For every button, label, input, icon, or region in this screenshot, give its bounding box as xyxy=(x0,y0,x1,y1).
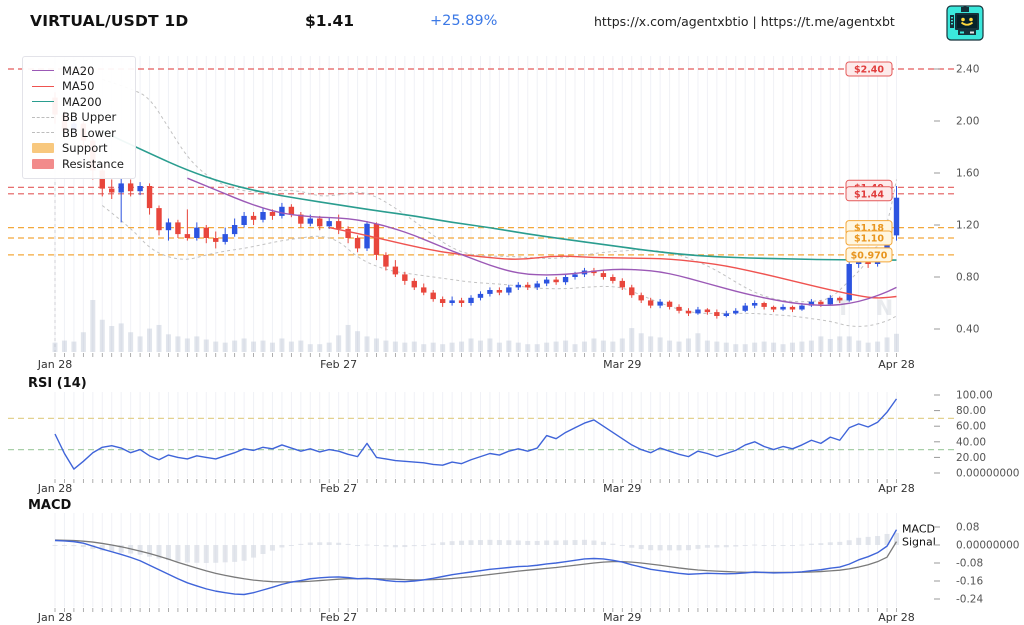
rsi-panel-title: RSI (14) xyxy=(28,376,87,391)
svg-text:Jan 28: Jan 28 xyxy=(37,611,72,624)
ma200-line-swatch xyxy=(32,101,54,103)
legend-item-ma50: MA50 xyxy=(32,79,124,95)
svg-text:Mar 29: Mar 29 xyxy=(603,611,641,624)
legend-item-ma200: MA200 xyxy=(32,94,124,110)
ma20-line-swatch xyxy=(32,70,54,72)
svg-text:Feb 27: Feb 27 xyxy=(320,482,357,495)
svg-text:Feb 27: Feb 27 xyxy=(320,611,357,624)
svg-text:-0.16: -0.16 xyxy=(956,576,983,588)
svg-text:0.00000000: 0.00000000 xyxy=(956,468,1019,480)
svg-text:Jan 28: Jan 28 xyxy=(37,482,72,495)
agent-robot-icon xyxy=(946,5,984,41)
symbol-title: VIRTUAL/USDT 1D xyxy=(30,12,189,30)
legend-label: BB Lower xyxy=(62,125,116,140)
svg-text:20.00: 20.00 xyxy=(956,452,986,464)
svg-text:Mar 29: Mar 29 xyxy=(603,482,641,495)
social-links[interactable]: https://x.com/agentxbtio | https://t.me/… xyxy=(594,14,895,29)
bb-upper-dash-swatch xyxy=(32,116,54,118)
svg-text:Jan 28: Jan 28 xyxy=(37,358,72,371)
svg-text:2.40: 2.40 xyxy=(956,64,979,76)
svg-text:-0.24: -0.24 xyxy=(956,594,983,606)
svg-text:0.08: 0.08 xyxy=(956,522,979,534)
svg-text:0.80: 0.80 xyxy=(956,272,979,284)
svg-text:Mar 29: Mar 29 xyxy=(603,358,641,371)
legend-item-resistance: Resistance xyxy=(32,156,124,172)
svg-text:$1.10: $1.10 xyxy=(854,234,884,245)
svg-text:60.00: 60.00 xyxy=(956,421,986,433)
legend-item-bb-upper: BB Upper xyxy=(32,110,124,126)
svg-text:$2.40: $2.40 xyxy=(854,65,884,76)
svg-text:Signal: Signal xyxy=(902,536,936,549)
support-patch-swatch xyxy=(32,143,54,154)
svg-text:$1.18: $1.18 xyxy=(854,223,884,234)
legend-label: MA50 xyxy=(62,79,95,94)
svg-text:2.00: 2.00 xyxy=(956,116,979,128)
price-change: +25.89% xyxy=(430,13,498,29)
svg-text:Feb 27: Feb 27 xyxy=(320,358,357,371)
legend-label: MA200 xyxy=(62,94,102,109)
legend-label: BB Upper xyxy=(62,110,117,125)
svg-text:$1.44: $1.44 xyxy=(854,189,884,200)
last-price: $1.41 xyxy=(305,12,355,30)
ma50-line-swatch xyxy=(32,85,54,87)
legend-label: Resistance xyxy=(62,156,124,171)
svg-text:0.40: 0.40 xyxy=(956,324,979,336)
svg-text:1.60: 1.60 xyxy=(956,168,979,180)
watermark: T N xyxy=(836,296,903,320)
legend-item-support: Support xyxy=(32,141,124,157)
svg-text:Apr 28: Apr 28 xyxy=(878,358,915,371)
legend-item-ma20: MA20 xyxy=(32,63,124,79)
svg-text:1.20: 1.20 xyxy=(956,220,979,232)
svg-text:$0.970: $0.970 xyxy=(851,250,888,261)
svg-text:100.00: 100.00 xyxy=(956,390,993,402)
macd-panel-title: MACD xyxy=(28,498,72,513)
svg-text:0.00000000: 0.00000000 xyxy=(956,540,1019,552)
legend-item-bb-lower: BB Lower xyxy=(32,125,124,141)
bb-lower-dash-swatch xyxy=(32,132,54,134)
svg-text:40.00: 40.00 xyxy=(956,436,986,448)
svg-text:MACD: MACD xyxy=(902,523,935,536)
legend-label: MA20 xyxy=(62,63,95,78)
svg-text:Apr 28: Apr 28 xyxy=(878,482,915,495)
svg-text:80.00: 80.00 xyxy=(956,405,986,417)
resistance-patch-swatch xyxy=(32,158,54,169)
svg-text:-0.08: -0.08 xyxy=(956,558,983,570)
svg-text:Apr 28: Apr 28 xyxy=(878,611,915,624)
indicator-legend: MA20 MA50 MA200 BB Upper BB Lower Suppor… xyxy=(22,56,136,179)
legend-label: Support xyxy=(62,141,108,156)
header: VIRTUAL/USDT 1D $1.41 +25.89% https://x.… xyxy=(0,0,1024,46)
